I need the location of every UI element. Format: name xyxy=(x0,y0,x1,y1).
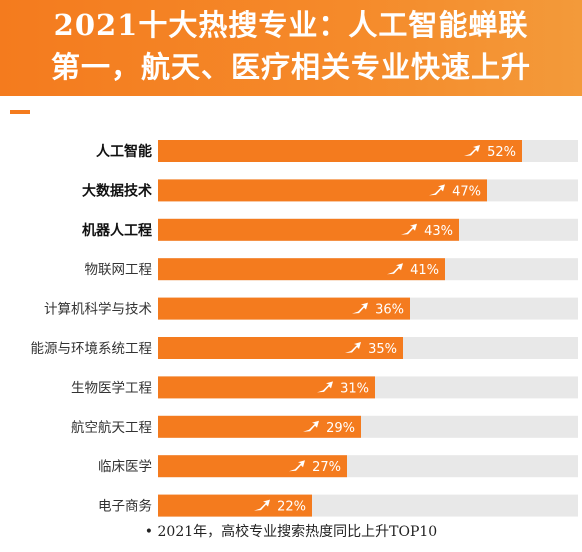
category-label: 机器人工程 xyxy=(82,222,152,238)
value-label: 29% xyxy=(326,421,355,436)
bar-2 xyxy=(158,179,487,202)
category-label: 大数据技术 xyxy=(82,182,152,198)
bar-4 xyxy=(158,258,445,281)
value-label: 43% xyxy=(424,224,453,239)
bar-9 xyxy=(158,455,347,478)
bar-1 xyxy=(158,140,522,162)
category-label: 计算机科学与技术 xyxy=(44,302,152,317)
category-label: 能源与环境系统工程 xyxy=(31,341,153,356)
value-label: 22% xyxy=(277,500,306,515)
trend-up-arrow-icon xyxy=(429,184,445,196)
value-label: 31% xyxy=(340,381,369,396)
header-banner: 2021十大热搜专业：人工智能蝉联 第一，航天、医疗相关专业快速上升 xyxy=(0,0,582,96)
bar-6 xyxy=(158,337,403,359)
title-line-2: 第一，航天、医疗相关专业快速上升 xyxy=(50,50,531,84)
bar-7 xyxy=(158,376,375,399)
category-label: 物联网工程 xyxy=(85,262,153,277)
trend-up-arrow-icon xyxy=(317,381,333,393)
value-label: 27% xyxy=(312,460,341,475)
category-label: 生物医学工程 xyxy=(71,380,152,395)
trend-up-arrow-icon xyxy=(401,223,417,235)
value-label: 35% xyxy=(368,342,397,357)
category-label: 航空航天工程 xyxy=(71,420,152,435)
value-label: 36% xyxy=(375,303,404,318)
bar-5 xyxy=(158,297,410,320)
value-label: 52% xyxy=(487,145,516,160)
category-label: 临床医学 xyxy=(98,459,152,474)
category-label: 人工智能 xyxy=(96,143,152,159)
title-line-1: 2021十大热搜专业：人工智能蝉联 xyxy=(53,8,529,42)
trend-up-arrow-icon xyxy=(387,263,403,275)
value-label: 47% xyxy=(452,184,481,199)
trend-up-arrow-icon xyxy=(303,420,319,432)
bar-3 xyxy=(158,218,459,241)
bar-10 xyxy=(158,494,312,517)
accent-divider xyxy=(10,110,30,114)
trend-up-arrow-icon xyxy=(352,302,368,314)
trend-up-arrow-icon xyxy=(254,499,270,511)
trend-up-arrow-icon xyxy=(289,460,305,472)
value-label: 41% xyxy=(410,263,439,278)
trend-up-arrow-icon xyxy=(345,342,361,353)
category-label: 电子商务 xyxy=(98,499,152,514)
footnote: • 2021年，高校专业搜索热度同比上升TOP10 xyxy=(144,524,438,540)
bar-8 xyxy=(158,415,361,438)
trend-up-arrow-icon xyxy=(464,145,480,156)
